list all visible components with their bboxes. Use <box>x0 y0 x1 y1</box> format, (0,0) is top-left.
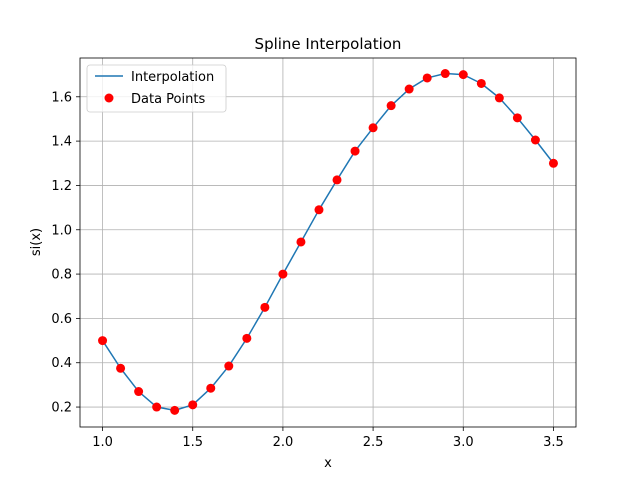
data-point <box>332 175 342 185</box>
data-point <box>494 93 504 103</box>
legend-label-data-points: Data Points <box>131 92 205 107</box>
y-tick-label: 1.4 <box>51 135 72 150</box>
data-point <box>422 73 432 83</box>
plot-frame <box>79 57 577 428</box>
data-points-group <box>98 69 558 415</box>
data-point <box>548 158 558 168</box>
y-tick-label: 1.0 <box>51 223 72 238</box>
data-point <box>242 333 252 343</box>
data-point <box>134 387 144 397</box>
data-point <box>476 78 486 88</box>
data-point <box>404 84 414 94</box>
legend: Interpolation Data Points <box>86 64 227 113</box>
y-tick-label: 1.6 <box>51 90 72 105</box>
y-axis-label: si(x) <box>29 228 44 256</box>
data-point <box>206 383 216 393</box>
data-point <box>188 400 198 410</box>
data-point <box>170 405 180 415</box>
legend-point-swatch <box>104 93 114 103</box>
data-point <box>260 302 270 312</box>
x-tick-label: 1.5 <box>182 435 203 450</box>
data-point <box>224 361 234 371</box>
data-point <box>152 402 162 412</box>
x-tick-label: 3.0 <box>453 435 474 450</box>
data-point <box>386 101 396 111</box>
legend-label-interpolation: Interpolation <box>131 70 214 85</box>
data-point <box>314 205 324 215</box>
data-point <box>116 363 126 373</box>
data-point <box>296 237 306 247</box>
data-point <box>440 69 450 79</box>
data-point <box>98 336 108 346</box>
data-point <box>278 269 288 279</box>
grid <box>80 58 576 427</box>
x-tick-label: 2.5 <box>363 435 384 450</box>
chart-title: Spline Interpolation <box>255 35 402 53</box>
x-tick-label: 3.5 <box>543 435 564 450</box>
x-axis-label: x <box>324 456 332 471</box>
y-tick-label: 0.8 <box>51 268 72 283</box>
data-point <box>512 113 522 123</box>
y-tick-label: 0.2 <box>51 401 72 416</box>
data-point <box>350 146 360 156</box>
y-tick-label: 0.6 <box>51 312 72 327</box>
data-point <box>458 70 468 80</box>
y-tick-label: 1.2 <box>51 179 72 194</box>
x-tick-label: 2.0 <box>273 435 294 450</box>
y-tick-label: 0.4 <box>51 356 72 371</box>
data-point <box>530 135 540 145</box>
x-tick-label: 1.0 <box>92 435 113 450</box>
data-point <box>368 123 378 133</box>
axis-ticks: 1.0 1.5 2.0 2.5 3.0 3.5 0.2 0.4 0.6 0.8 1.0 1.2 1.4 1… <box>51 90 563 450</box>
